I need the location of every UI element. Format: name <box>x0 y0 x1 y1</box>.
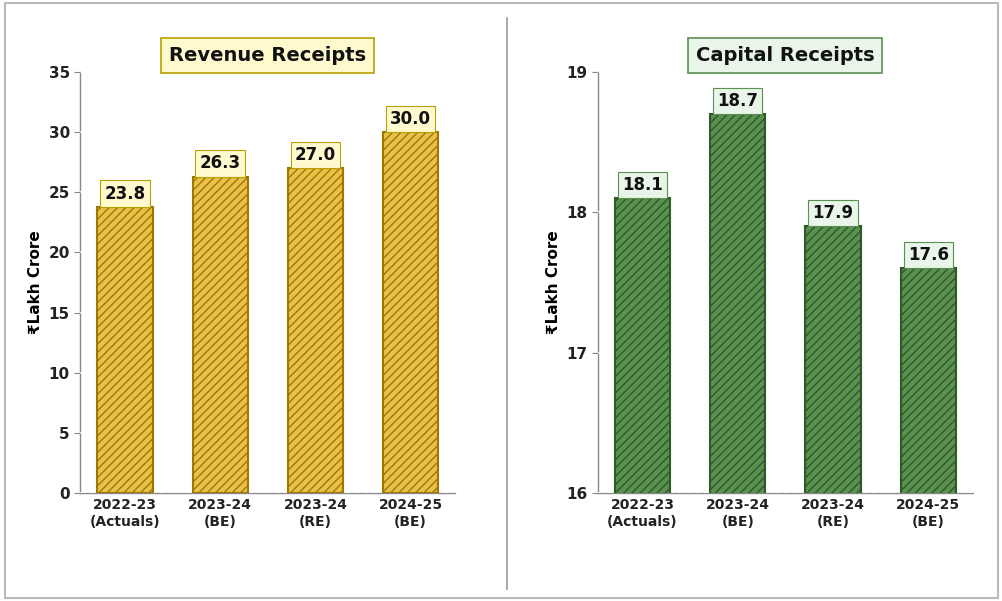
Text: 26.3: 26.3 <box>199 154 240 172</box>
Title: Revenue Receipts: Revenue Receipts <box>169 46 366 65</box>
Bar <box>900 269 955 601</box>
Text: 18.7: 18.7 <box>716 92 758 110</box>
Bar <box>288 168 343 493</box>
Text: 18.1: 18.1 <box>621 176 662 194</box>
Bar <box>614 198 669 601</box>
Bar <box>383 132 438 493</box>
Bar <box>709 114 765 601</box>
Text: 17.6: 17.6 <box>907 246 948 264</box>
Bar <box>805 227 860 601</box>
Text: 27.0: 27.0 <box>295 146 336 164</box>
Text: 30.0: 30.0 <box>390 110 431 128</box>
Y-axis label: ₹Lakh Crore: ₹Lakh Crore <box>545 231 560 334</box>
Title: Capital Receipts: Capital Receipts <box>695 46 874 65</box>
Text: 23.8: 23.8 <box>104 185 145 203</box>
Y-axis label: ₹Lakh Crore: ₹Lakh Crore <box>28 231 43 334</box>
Text: 17.9: 17.9 <box>812 204 853 222</box>
Bar <box>97 207 152 493</box>
Bar <box>192 177 247 493</box>
